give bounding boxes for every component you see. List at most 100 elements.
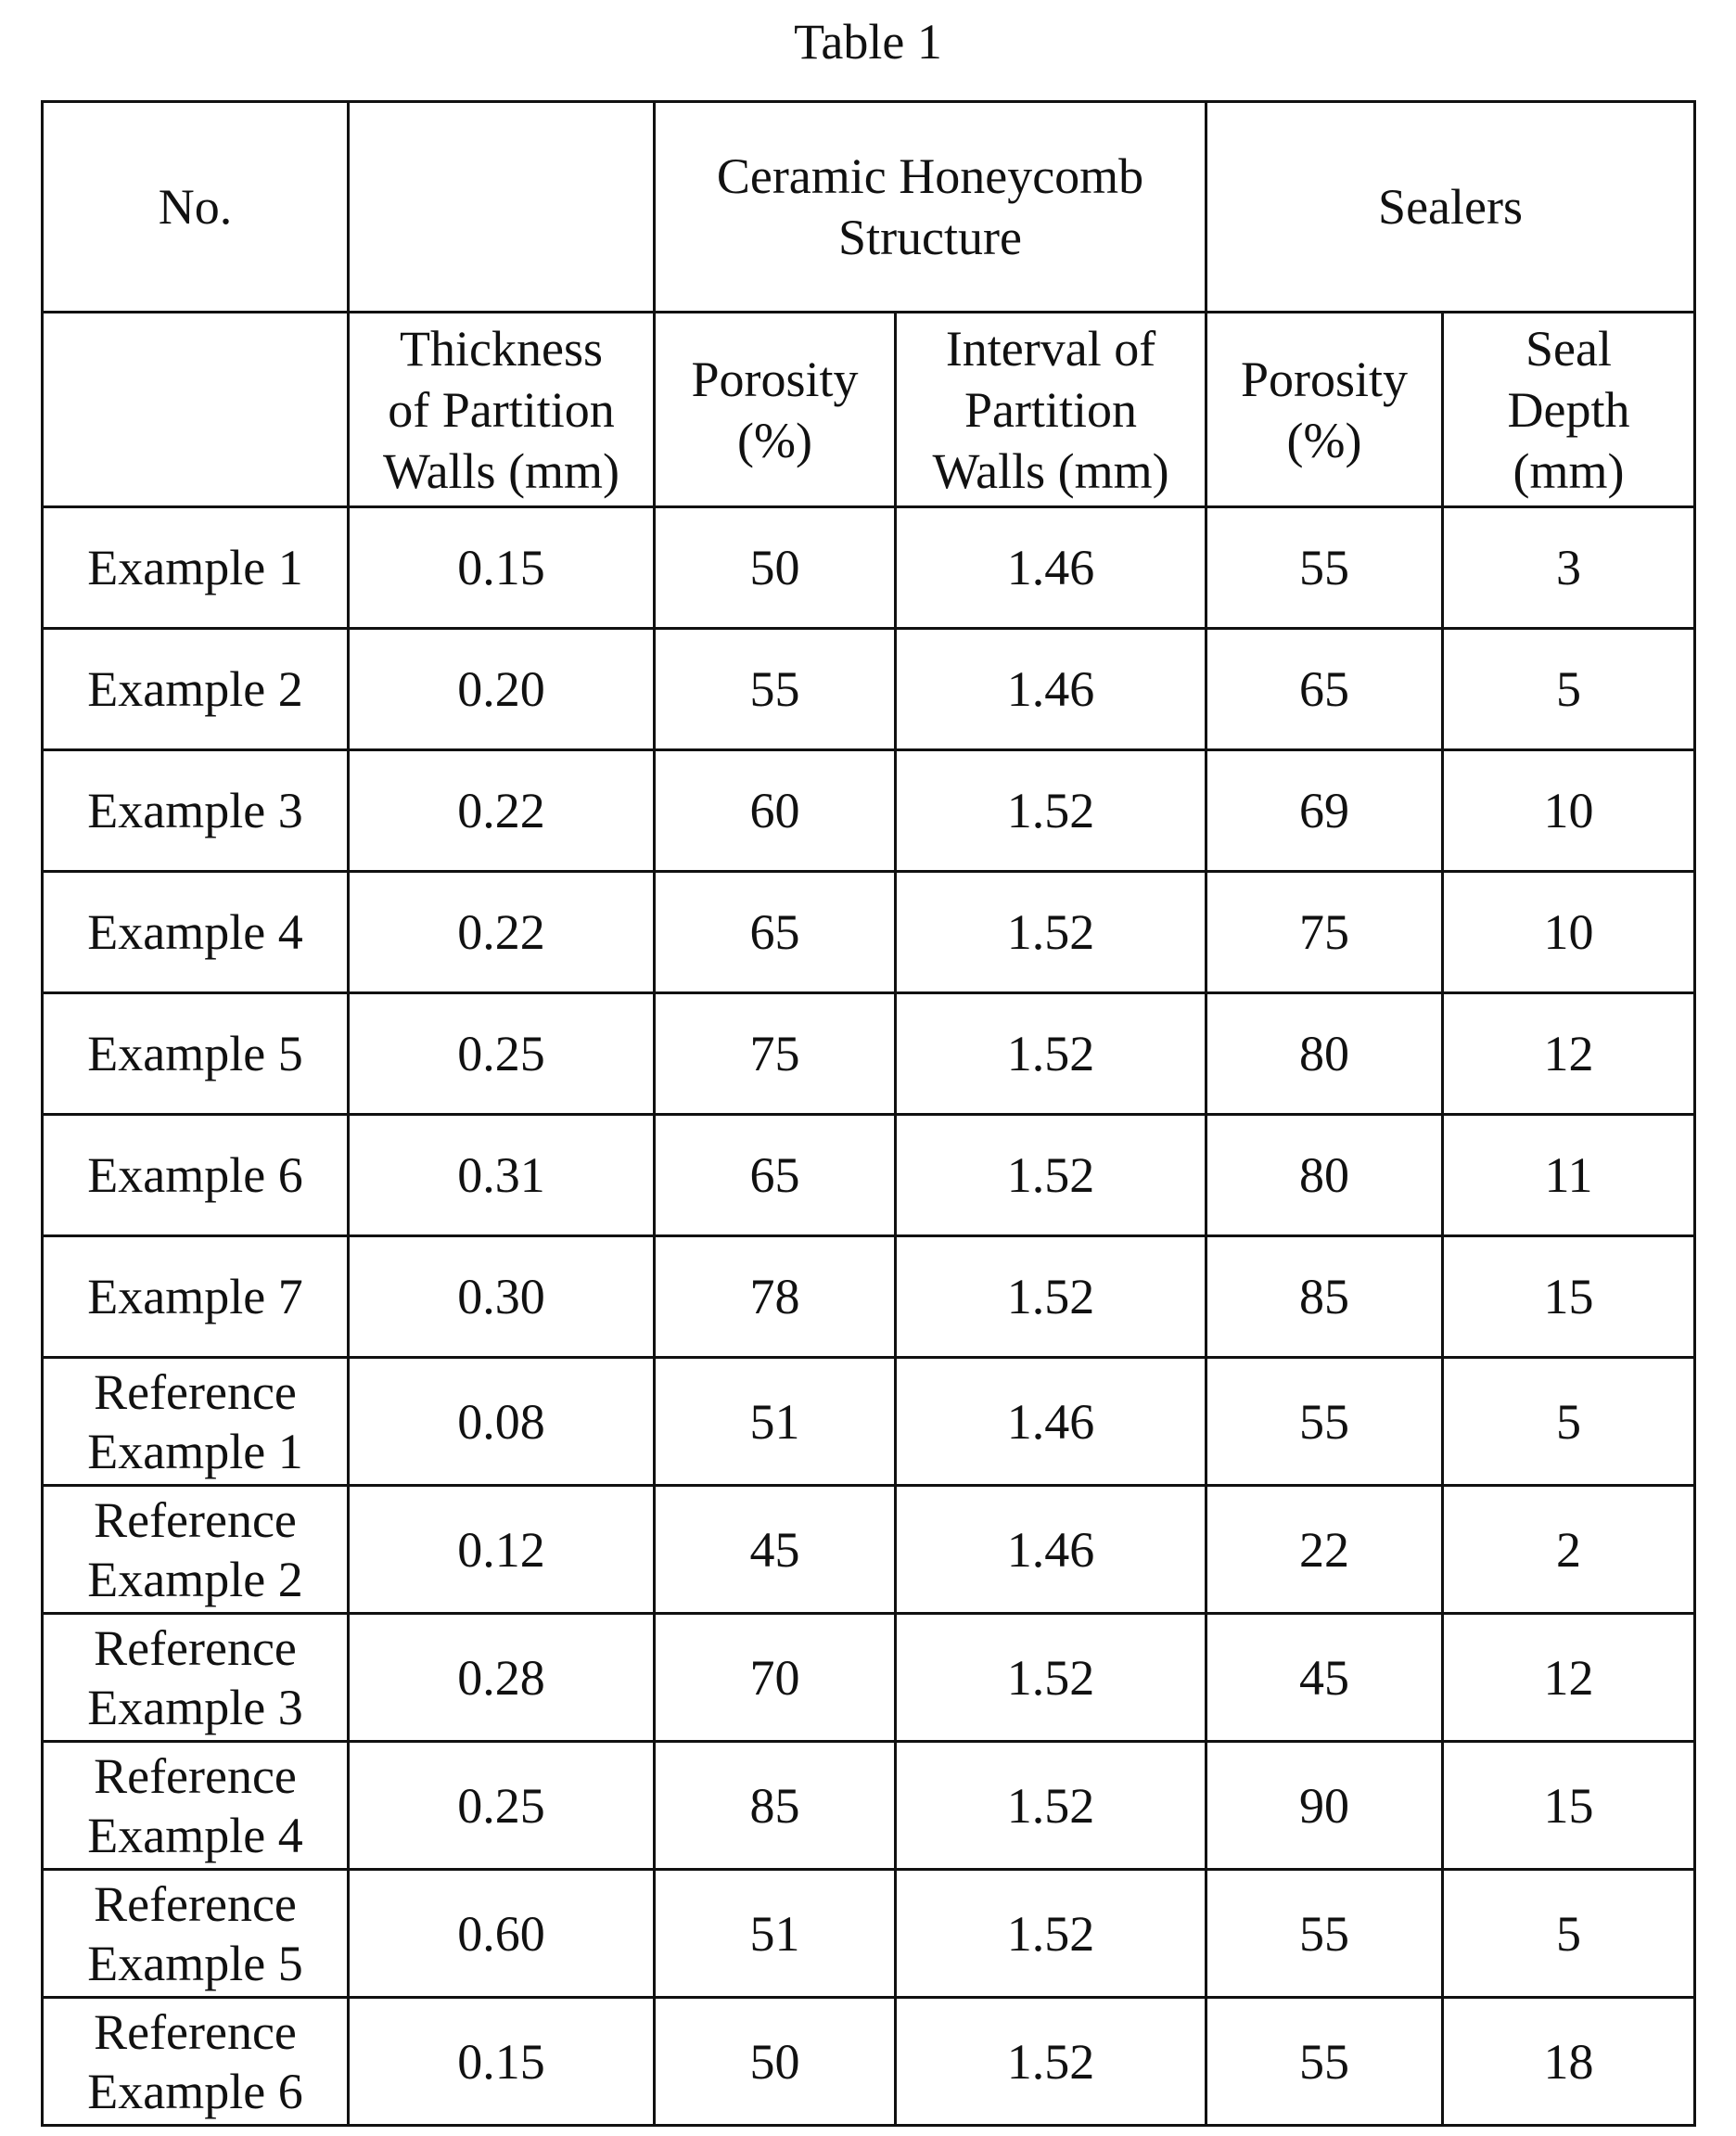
row-name-line: Example 1 (44, 1422, 347, 1481)
cell-row-name: ReferenceExample 6 (43, 1998, 349, 2126)
cell-seal-depth: 2 (1443, 1486, 1695, 1614)
row-name-line: Example 5 (44, 1023, 347, 1084)
cell-row-name: Example 4 (43, 872, 349, 993)
header-no: No. (43, 102, 349, 313)
cell-porosity: 55 (655, 629, 896, 750)
cell-row-name: Example 1 (43, 507, 349, 629)
cell-row-name: ReferenceExample 1 (43, 1358, 349, 1486)
cell-sealer-porosity: 65 (1206, 629, 1443, 750)
cell-row-name: ReferenceExample 2 (43, 1486, 349, 1614)
cell-interval: 1.52 (896, 1115, 1206, 1236)
cell-thickness: 0.25 (349, 1742, 655, 1870)
cell-thickness: 0.28 (349, 1614, 655, 1742)
table-row: ReferenceExample 60.15501.525518 (43, 1998, 1695, 2126)
header-porosity-sealers-line-2: (%) (1207, 410, 1441, 471)
cell-sealer-porosity: 55 (1206, 1870, 1443, 1998)
header-sealers: Sealers (1206, 102, 1695, 313)
cell-interval: 1.46 (896, 629, 1206, 750)
cell-row-name: Example 2 (43, 629, 349, 750)
header-interval: Interval of Partition Walls (mm) (896, 313, 1206, 507)
cell-interval: 1.52 (896, 1742, 1206, 1870)
cell-thickness: 0.08 (349, 1358, 655, 1486)
row-name-line: Example 3 (44, 1678, 347, 1737)
data-table: No. Ceramic Honeycomb Structure Sealers … (41, 100, 1696, 2127)
cell-thickness: 0.15 (349, 507, 655, 629)
cell-thickness: 0.30 (349, 1236, 655, 1358)
header-interval-line-3: Walls (mm) (897, 441, 1205, 502)
cell-seal-depth: 5 (1443, 1358, 1695, 1486)
row-name-line: Example 4 (44, 1806, 347, 1865)
row-name-line: Reference (44, 1618, 347, 1678)
header-row-sub: Thickness of Partition Walls (mm) Porosi… (43, 313, 1695, 507)
cell-porosity: 65 (655, 1115, 896, 1236)
header-blank (349, 102, 655, 313)
cell-sealer-porosity: 90 (1206, 1742, 1443, 1870)
cell-interval: 1.52 (896, 750, 1206, 872)
header-ceramic-line-1: Ceramic Honeycomb (656, 146, 1205, 207)
row-name-line: Example 3 (44, 780, 347, 841)
cell-porosity: 50 (655, 1998, 896, 2126)
header-seal-depth-line-3: (mm) (1444, 441, 1693, 502)
row-name-line: Example 1 (44, 537, 347, 598)
header-porosity-sealers-line-1: Porosity (1207, 349, 1441, 410)
cell-seal-depth: 3 (1443, 507, 1695, 629)
row-name-line: Example 5 (44, 1934, 347, 1993)
cell-row-name: Example 3 (43, 750, 349, 872)
cell-thickness: 0.22 (349, 750, 655, 872)
header-porosity-structure: Porosity (%) (655, 313, 896, 507)
row-name-line: Example 6 (44, 2062, 347, 2121)
row-name-line: Reference (44, 1362, 347, 1422)
cell-thickness: 0.60 (349, 1870, 655, 1998)
header-thickness-line-1: Thickness (350, 318, 653, 379)
table-row: Example 50.25751.528012 (43, 993, 1695, 1115)
cell-interval: 1.52 (896, 1870, 1206, 1998)
cell-thickness: 0.12 (349, 1486, 655, 1614)
table-row: Example 20.20551.46655 (43, 629, 1695, 750)
row-name-line: Example 7 (44, 1266, 347, 1327)
cell-seal-depth: 10 (1443, 750, 1695, 872)
cell-seal-depth: 11 (1443, 1115, 1695, 1236)
cell-porosity: 70 (655, 1614, 896, 1742)
header-interval-line-1: Interval of (897, 318, 1205, 379)
header-thickness-line-3: Walls (mm) (350, 441, 653, 502)
cell-interval: 1.52 (896, 1998, 1206, 2126)
cell-seal-depth: 10 (1443, 872, 1695, 993)
header-ceramic-line-2: Structure (656, 207, 1205, 268)
cell-seal-depth: 15 (1443, 1742, 1695, 1870)
row-name-line: Reference (44, 1490, 347, 1550)
table-row: ReferenceExample 20.12451.46222 (43, 1486, 1695, 1614)
cell-sealer-porosity: 55 (1206, 1358, 1443, 1486)
table-row: Example 40.22651.527510 (43, 872, 1695, 993)
cell-sealer-porosity: 69 (1206, 750, 1443, 872)
cell-thickness: 0.25 (349, 993, 655, 1115)
table-row: ReferenceExample 10.08511.46555 (43, 1358, 1695, 1486)
header-thickness: Thickness of Partition Walls (mm) (349, 313, 655, 507)
cell-row-name: ReferenceExample 3 (43, 1614, 349, 1742)
cell-interval: 1.52 (896, 872, 1206, 993)
row-name-line: Example 4 (44, 902, 347, 963)
cell-interval: 1.52 (896, 993, 1206, 1115)
cell-sealer-porosity: 45 (1206, 1614, 1443, 1742)
header-thickness-line-2: of Partition (350, 379, 653, 441)
cell-thickness: 0.15 (349, 1998, 655, 2126)
cell-sealer-porosity: 80 (1206, 993, 1443, 1115)
cell-interval: 1.52 (896, 1236, 1206, 1358)
cell-porosity: 85 (655, 1742, 896, 1870)
cell-sealer-porosity: 80 (1206, 1115, 1443, 1236)
row-name-line: Example 2 (44, 659, 347, 720)
header-ceramic-honeycomb-structure: Ceramic Honeycomb Structure (655, 102, 1206, 313)
cell-porosity: 60 (655, 750, 896, 872)
row-name-line: Reference (44, 1746, 347, 1806)
cell-row-name: Example 6 (43, 1115, 349, 1236)
cell-porosity: 65 (655, 872, 896, 993)
header-seal-depth-line-1: Seal (1444, 318, 1693, 379)
header-porosity-structure-line-1: Porosity (656, 349, 894, 410)
cell-seal-depth: 12 (1443, 993, 1695, 1115)
cell-sealer-porosity: 55 (1206, 507, 1443, 629)
table-row: Example 30.22601.526910 (43, 750, 1695, 872)
cell-interval: 1.52 (896, 1614, 1206, 1742)
cell-interval: 1.46 (896, 1486, 1206, 1614)
cell-row-name: Example 7 (43, 1236, 349, 1358)
cell-sealer-porosity: 75 (1206, 872, 1443, 993)
cell-interval: 1.46 (896, 1358, 1206, 1486)
